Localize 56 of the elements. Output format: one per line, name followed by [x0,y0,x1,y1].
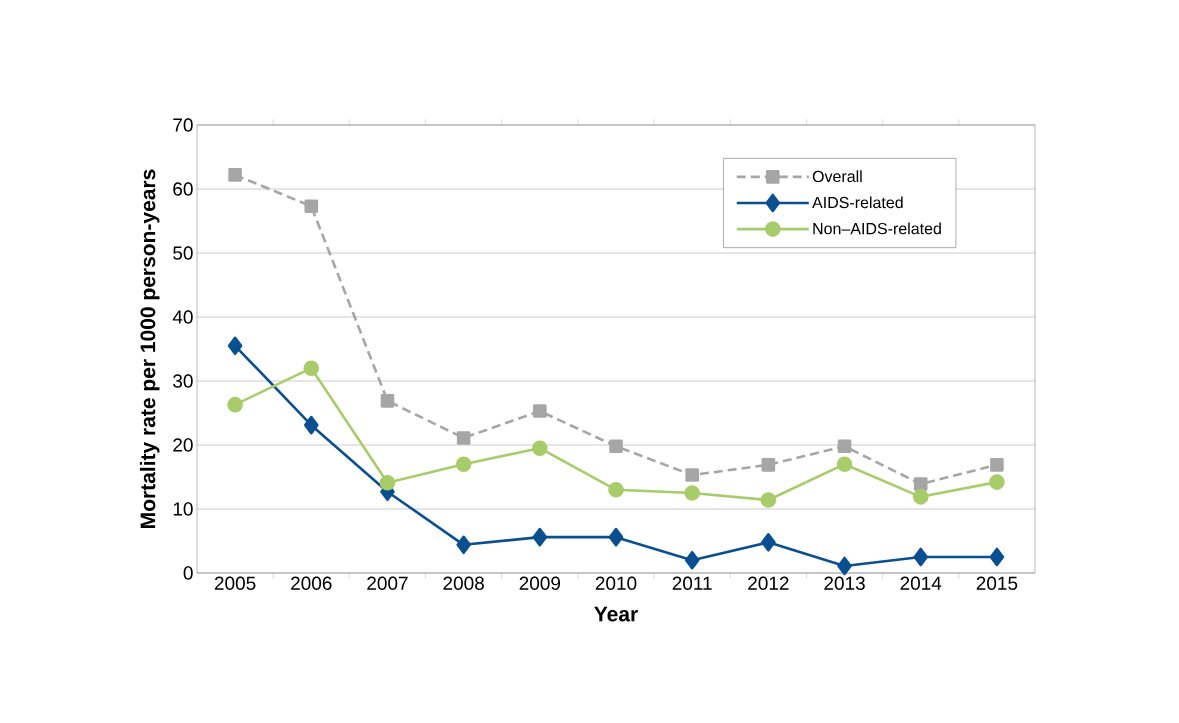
y-tick-label: 60 [173,182,193,196]
x-tick-label: 2005 [214,576,256,590]
x-tick-label: 2013 [824,576,865,590]
point [913,477,928,491]
y-axis-title: Mortality rate per 1000 person-years [139,169,160,528]
point [608,527,624,547]
x-tick-label: 2010 [595,576,637,590]
point [684,550,700,570]
point [608,481,624,498]
y-tick-label: 70 [173,118,193,132]
point [913,547,929,567]
y-tick-label: 50 [173,246,193,260]
point [912,489,929,505]
y-tick-label: 0 [183,566,193,580]
point [761,532,776,552]
y-tick-label: 40 [172,310,193,324]
point [989,547,1005,567]
point [836,456,853,472]
point [456,431,471,445]
x-tick-label: 2007 [367,576,408,590]
x-tick-label: 2015 [976,576,1018,590]
point [684,485,700,501]
point [455,456,472,472]
legend-label: Non–AIDS-related [813,222,941,235]
y-tick-label: 10 [173,502,193,516]
x-axis-title: Year [594,606,638,622]
x-tick-label: 2012 [748,576,789,590]
point [532,440,548,456]
y-tick-label: 30 [173,374,193,388]
x-tick-label: 2011 [672,576,712,590]
legend-label: Overall [812,170,862,183]
point [837,439,852,454]
point [760,492,777,508]
point [303,360,320,376]
point [761,458,776,472]
point [990,458,1004,472]
point [379,474,396,491]
point [228,168,242,182]
point [227,396,243,413]
point [303,415,319,435]
x-tick-label: 2008 [443,576,484,590]
point [304,199,319,214]
point [532,527,548,547]
point [837,556,852,576]
legend-label: AIDS-related [812,196,903,209]
x-tick-label: 2014 [900,576,942,590]
y-tick-label: 20 [173,438,193,452]
x-tick-label: 2006 [291,576,332,590]
x-tick-label: 2009 [519,576,561,590]
point [533,404,547,418]
point [456,535,471,555]
point [380,394,395,408]
point [609,439,623,454]
point [685,468,699,482]
point [989,474,1005,490]
point [227,336,243,356]
